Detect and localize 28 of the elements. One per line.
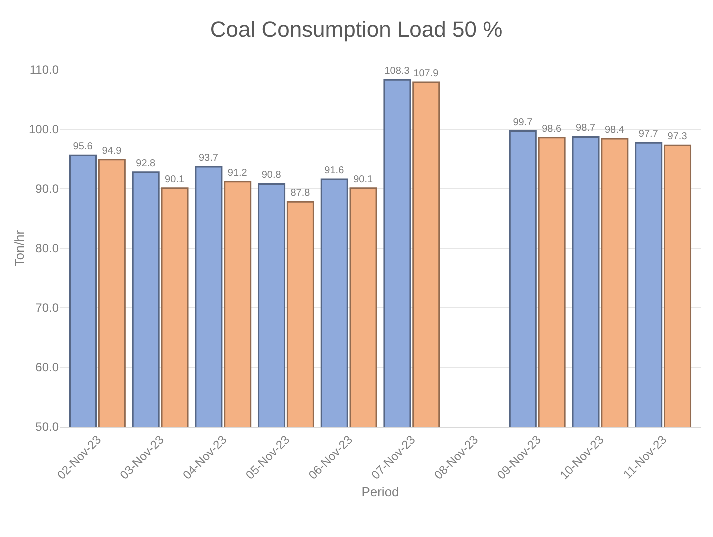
data-label: 90.1 [165,174,185,186]
data-label: 107.9 [414,68,440,80]
y-tick-label: 70.0 [36,301,60,316]
y-tick-label: 60.0 [36,360,60,375]
data-label: 95.6 [73,142,94,153]
data-label: 92.8 [136,158,156,170]
y-tick-label: 80.0 [36,242,60,256]
data-label: 90.1 [354,174,374,186]
data-label: 90.8 [262,170,282,182]
data-label: 98.7 [576,123,596,134]
data-label: 93.7 [198,152,219,164]
y-tick-label: 110.0 [30,63,60,78]
data-label: 99.7 [513,117,534,128]
data-label: 98.4 [604,125,625,136]
data-label: 91.6 [324,165,345,176]
data-label: 98.6 [542,124,562,135]
y-tick-label: 90.0 [36,182,60,196]
data-label: 97.7 [638,129,659,140]
data-label: 87.8 [290,188,311,200]
data-label: 94.9 [102,146,122,157]
x-axis-title: Period [362,484,400,500]
y-axis-title: Ton/hr [12,230,27,267]
y-tick-label: 50.0 [36,420,60,434]
data-label: 97.3 [668,132,688,143]
data-label: 91.2 [228,168,248,179]
data-label: 108.3 [384,66,410,78]
chart-title: Coal Consumption Load 50 % [210,16,503,42]
y-tick-label: 100.0 [28,122,60,137]
